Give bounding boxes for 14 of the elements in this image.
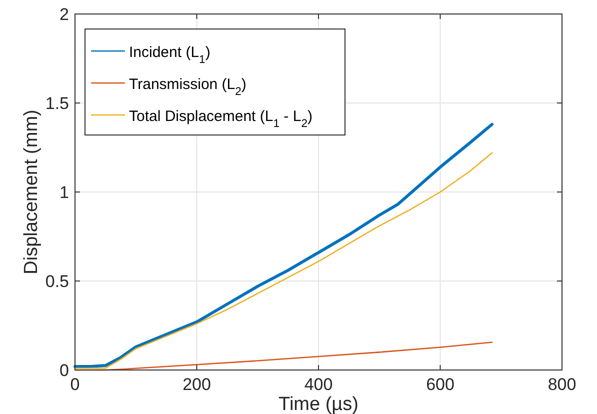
x-tick-label: 600 — [426, 375, 454, 394]
x-tick-label: 800 — [548, 375, 576, 394]
legend-label: Incident (L$_{1}$) — [129, 44, 210, 66]
x-tick-label: 400 — [304, 375, 333, 394]
legend-label: Transmission (L$_{2}$) — [129, 76, 246, 98]
x-tick-label: 200 — [182, 375, 211, 394]
y-axis-title: Displacement (mm) — [21, 110, 42, 274]
y-tick-label: 2 — [60, 5, 69, 24]
y-tick-label: 0.5 — [45, 272, 69, 291]
legend-label: Total Displacement (L$_{1}$ - L$_{2}$) — [129, 108, 312, 130]
y-tick-label: 1 — [60, 183, 69, 202]
y-tick-label: 0 — [60, 361, 69, 380]
x-axis-title: Time (µs) — [278, 394, 358, 414]
y-tick-label: 1.5 — [45, 94, 69, 113]
